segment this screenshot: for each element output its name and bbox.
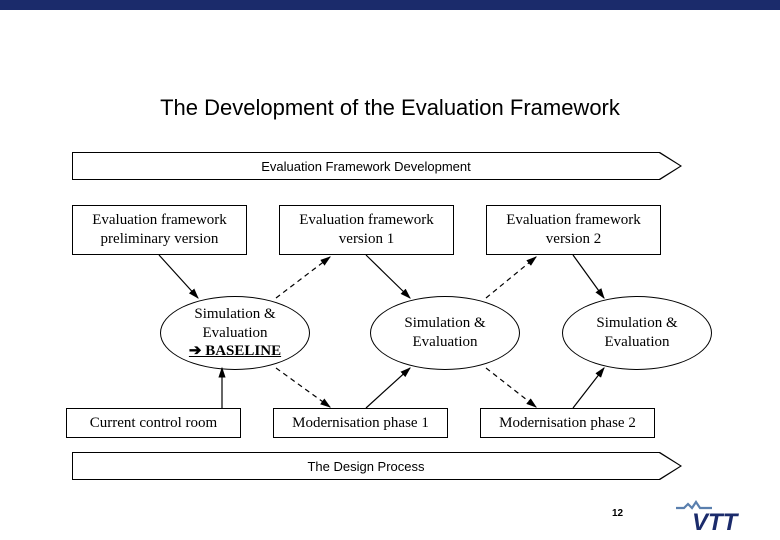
logo-text: VTT bbox=[692, 509, 740, 534]
node-line: Simulation & bbox=[404, 314, 485, 333]
node-sim-eval-2: Simulation & Evaluation bbox=[562, 296, 712, 370]
banner-design-label: The Design Process bbox=[307, 459, 424, 474]
node-sim-baseline: Simulation & Evaluation ➔ BASELINE bbox=[160, 296, 310, 370]
banner-eval-label: Evaluation Framework Development bbox=[261, 159, 471, 174]
node-framework-v1: Evaluation framework version 1 bbox=[279, 205, 454, 255]
node-framework-preliminary: Evaluation framework preliminary version bbox=[72, 205, 247, 255]
node-line: version 1 bbox=[339, 230, 394, 249]
node-modernisation-phase-2: Modernisation phase 2 bbox=[480, 408, 655, 438]
node-line: Current control room bbox=[90, 414, 217, 433]
page-title: The Development of the Evaluation Framew… bbox=[90, 95, 690, 121]
banner-design-process: The Design Process bbox=[72, 452, 660, 480]
node-line: Evaluation framework bbox=[92, 211, 227, 230]
node-framework-v2: Evaluation framework version 2 bbox=[486, 205, 661, 255]
node-line: Evaluation framework bbox=[299, 211, 434, 230]
node-line: Modernisation phase 1 bbox=[292, 414, 429, 433]
node-line: Evaluation framework bbox=[506, 211, 641, 230]
page-number: 12 bbox=[612, 508, 623, 519]
node-line: Modernisation phase 2 bbox=[499, 414, 636, 433]
node-line-bold: ➔ BASELINE bbox=[189, 342, 281, 361]
node-line: Evaluation bbox=[203, 324, 268, 343]
top-bar bbox=[0, 0, 780, 10]
node-line: version 2 bbox=[546, 230, 601, 249]
node-line: preliminary version bbox=[101, 230, 219, 249]
node-modernisation-phase-1: Modernisation phase 1 bbox=[273, 408, 448, 438]
node-line: Evaluation bbox=[413, 333, 478, 352]
node-sim-eval-1: Simulation & Evaluation bbox=[370, 296, 520, 370]
node-current-control-room: Current control room bbox=[66, 408, 241, 438]
node-line: Evaluation bbox=[605, 333, 670, 352]
vtt-logo: VTT bbox=[674, 494, 764, 534]
node-line: Simulation & bbox=[596, 314, 677, 333]
node-line: Simulation & bbox=[194, 305, 275, 324]
banner-eval-framework-dev: Evaluation Framework Development bbox=[72, 152, 660, 180]
